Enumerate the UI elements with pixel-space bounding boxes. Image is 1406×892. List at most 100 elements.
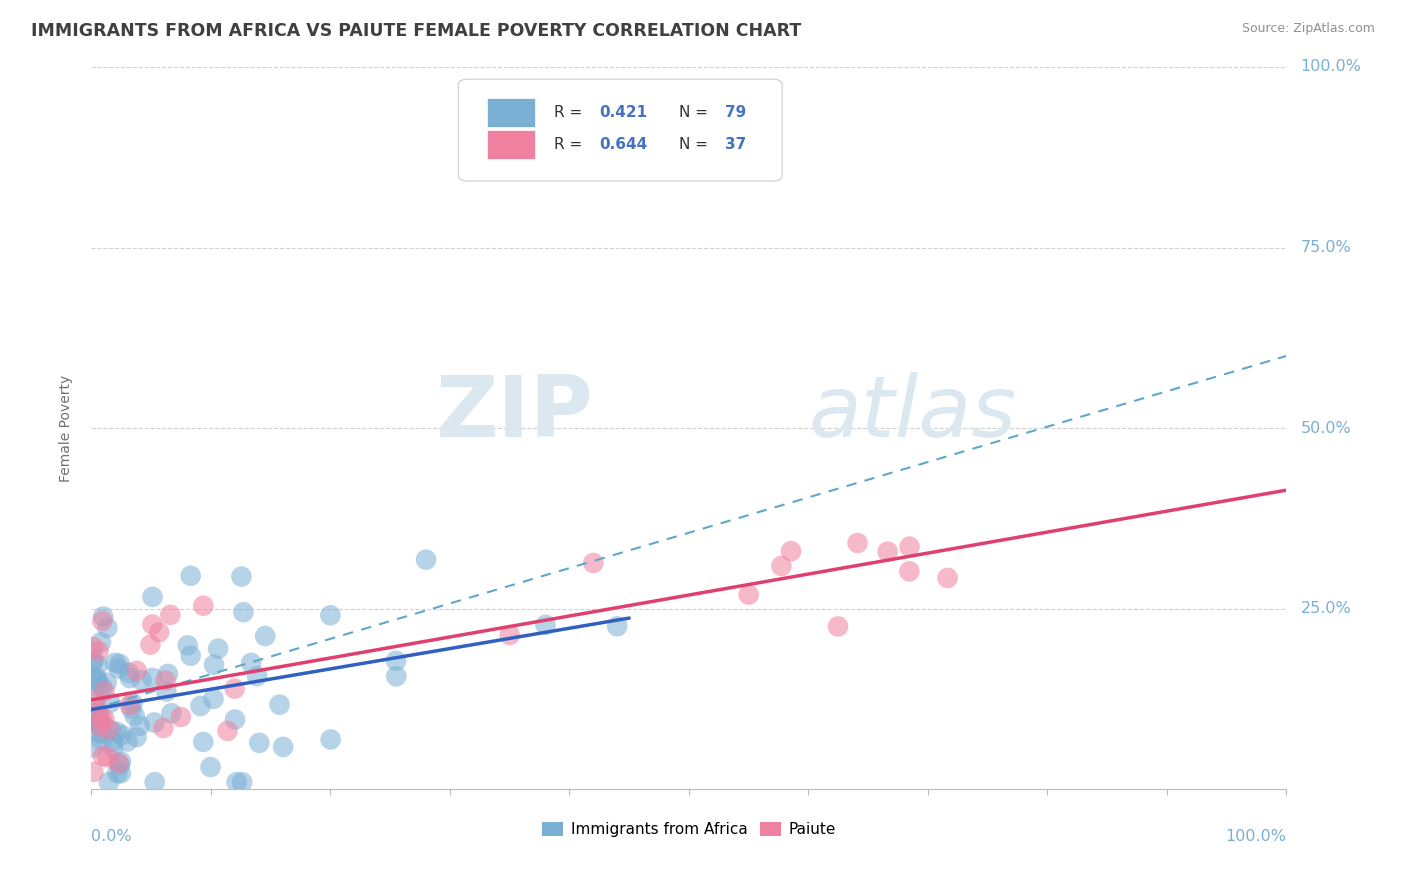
- Point: [247, 736, 270, 750]
- Point: [82, 764, 104, 779]
- Point: [177, 639, 200, 653]
- Point: [105, 725, 128, 739]
- Point: [582, 556, 605, 570]
- Text: 50.0%: 50.0%: [1301, 421, 1351, 435]
- Point: [93, 684, 115, 698]
- Point: [108, 657, 131, 671]
- Point: [125, 730, 148, 744]
- Point: [105, 766, 128, 780]
- Point: [82, 740, 104, 755]
- Point: [82, 656, 104, 670]
- Point: [319, 732, 342, 747]
- Point: [415, 552, 437, 566]
- Point: [93, 712, 115, 726]
- Point: [82, 640, 104, 654]
- Point: [87, 644, 110, 658]
- Text: 79: 79: [725, 105, 747, 120]
- Point: [96, 675, 118, 690]
- Point: [232, 605, 254, 619]
- Point: [159, 607, 181, 622]
- Point: [139, 638, 162, 652]
- Point: [180, 568, 202, 582]
- Point: [87, 711, 110, 725]
- Point: [96, 621, 118, 635]
- Point: [269, 698, 291, 712]
- Point: [90, 725, 112, 739]
- Point: [202, 691, 225, 706]
- Text: ZIP: ZIP: [436, 372, 593, 455]
- Point: [107, 662, 129, 676]
- Point: [148, 625, 170, 640]
- Point: [141, 671, 163, 685]
- Point: [143, 775, 166, 789]
- Point: [118, 698, 141, 712]
- Point: [143, 715, 166, 730]
- Point: [156, 666, 179, 681]
- Text: R =: R =: [554, 105, 582, 120]
- Point: [152, 721, 174, 735]
- Point: [110, 755, 132, 769]
- Point: [110, 766, 132, 780]
- Point: [120, 702, 142, 716]
- Point: [202, 657, 225, 672]
- Point: [200, 760, 222, 774]
- Point: [118, 671, 141, 685]
- Point: [84, 694, 107, 708]
- Point: [84, 691, 107, 706]
- Point: [827, 619, 849, 633]
- Point: [91, 749, 114, 764]
- Text: N =: N =: [679, 105, 709, 120]
- Point: [936, 571, 959, 585]
- Text: atlas: atlas: [808, 372, 1017, 455]
- Point: [876, 544, 898, 558]
- Point: [125, 664, 148, 678]
- Point: [90, 712, 112, 726]
- Point: [131, 673, 153, 688]
- Text: 100.0%: 100.0%: [1301, 60, 1361, 74]
- Point: [141, 617, 163, 632]
- Point: [96, 750, 118, 764]
- Point: [770, 558, 793, 573]
- Point: [180, 648, 202, 663]
- Point: [101, 735, 124, 749]
- Point: [86, 658, 108, 673]
- Point: [87, 716, 110, 731]
- FancyBboxPatch shape: [486, 98, 534, 127]
- Point: [498, 628, 520, 642]
- Point: [271, 739, 294, 754]
- Point: [385, 654, 408, 668]
- Text: Source: ZipAtlas.com: Source: ZipAtlas.com: [1241, 22, 1375, 36]
- Point: [231, 775, 253, 789]
- Point: [111, 728, 134, 742]
- Point: [193, 599, 215, 613]
- Point: [207, 641, 229, 656]
- Point: [155, 673, 177, 688]
- Point: [86, 671, 108, 685]
- Point: [128, 719, 150, 733]
- Point: [86, 706, 108, 720]
- Point: [90, 635, 112, 649]
- Point: [90, 715, 112, 730]
- Point: [898, 540, 921, 554]
- Point: [846, 536, 869, 550]
- Text: 25.0%: 25.0%: [1301, 601, 1351, 616]
- Legend: Immigrants from Africa, Paiute: Immigrants from Africa, Paiute: [536, 815, 842, 843]
- Text: 0.644: 0.644: [599, 136, 648, 152]
- Point: [97, 723, 120, 737]
- Text: R =: R =: [554, 136, 582, 152]
- Point: [155, 684, 177, 698]
- Point: [121, 696, 143, 710]
- Point: [898, 565, 921, 579]
- Point: [117, 734, 139, 748]
- Point: [97, 775, 120, 789]
- Point: [141, 590, 163, 604]
- Point: [190, 698, 212, 713]
- Point: [82, 672, 104, 686]
- Point: [91, 609, 114, 624]
- Point: [108, 758, 131, 772]
- Point: [87, 705, 110, 719]
- Point: [254, 629, 277, 643]
- Point: [780, 544, 803, 558]
- Point: [103, 740, 125, 755]
- Point: [86, 673, 108, 687]
